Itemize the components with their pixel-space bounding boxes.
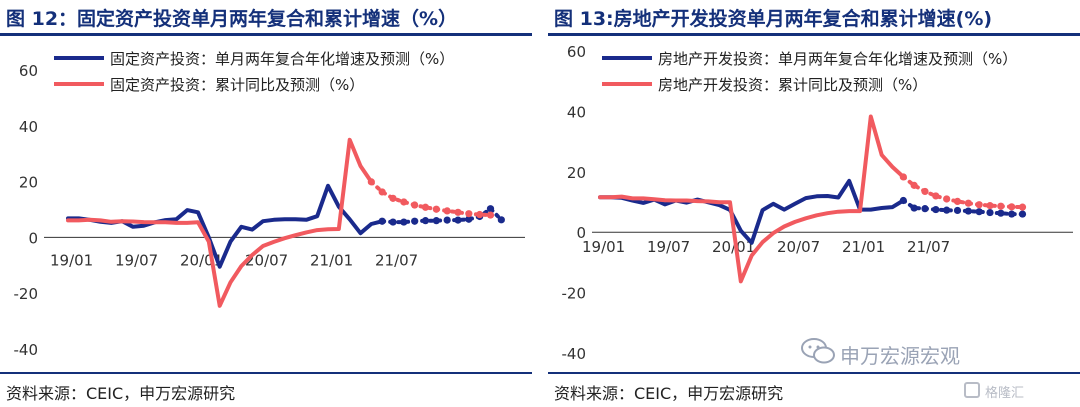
chart-panel-fixed-asset: 图 12：固定资产投资单月两年复合和累计增速（%） -40 -20 0 20 40 60 1… [0,0,532,407]
chart-title: 图 13:房地产开发投资单月两年复合和累计增速(%) [554,8,993,30]
forecast-point [899,196,907,205]
forecast-point [454,208,462,216]
y-tick-label: 40 [19,118,38,136]
forecast-point [454,216,462,224]
forecast-point [465,215,473,223]
legend-label: 固定资产投资：累计同比及预测（%） [110,76,364,94]
y-tick-label: -40 [562,345,587,363]
forecast-point [997,202,1005,210]
forecast-point [378,217,386,225]
x-tick-label: 21/01 [842,238,885,256]
legend-label: 固定资产投资：单月两年复合年化增速及预测（%） [110,50,454,68]
forecast-point [1008,210,1016,218]
forecast-point [953,197,962,205]
forecast-point [389,194,397,202]
source-note: 资料来源：CEIC，申万宏源研究 [6,384,236,403]
x-tick-label: 20/07 [245,251,288,269]
y-tick-label: 40 [567,103,586,121]
forecast-point [443,207,451,215]
y-tick-label: -40 [14,341,39,359]
source-bar: 资料来源：CEIC，申万宏源研究 [548,372,1080,407]
forecast-point [997,209,1005,217]
forecast-point [1008,203,1016,211]
legend-label: 房地产开发投资：累计同比及预测（%） [658,76,927,94]
series-line-actual [598,114,906,284]
y-tick-label: 60 [567,43,586,61]
forecast-point [465,210,473,218]
forecast-point [910,181,918,189]
wechat-icon [801,338,835,364]
corner-logo-text: 格隆汇 [985,386,1025,401]
forecast-point [411,201,419,209]
y-tick-label: 20 [19,174,38,192]
forecast-point [943,206,951,214]
x-tick-label: 20/07 [777,238,820,256]
forecast-point [975,208,983,216]
forecast-point [964,199,972,207]
y-tick-label: 0 [576,224,586,242]
source-note: 资料来源：CEIC，申万宏源研究 [554,384,784,403]
forecast-point [910,204,918,212]
y-tick-label: -20 [562,285,587,303]
source-bar: 资料来源：CEIC，申万宏源研究 [0,372,532,407]
series-line-actual [66,137,374,308]
real-estate-chart: -40 -20 0 20 40 60 19/01 19/07 20/01 20/07 21/01 21… [562,43,1073,363]
x-tick-label: 21/01 [310,251,353,269]
y-tick-label: 20 [567,164,586,182]
chart-panel-real-estate: 图 13:房地产开发投资单月两年复合和累计增速(%) -40 -20 0 20 40 60… [548,0,1080,407]
gelonghui-logo-icon [964,382,980,398]
forecast-point [921,187,929,196]
forecast-point [421,203,430,211]
forecast-point [899,173,907,181]
y-tick-label: -20 [14,285,39,303]
forecast-point [497,216,505,224]
x-tick-label: 19/07 [647,238,690,256]
forecast-point [411,217,419,225]
x-tick-label: 20/01 [712,238,755,256]
forecast-point [921,205,929,213]
forecast-point [432,205,440,213]
forecast-point [1018,203,1027,211]
forecast-point [476,210,484,219]
series-line-forecast [901,174,1025,210]
forecast-point [932,192,940,200]
forecast-point [486,211,495,219]
forecast-point [986,208,994,217]
forecast-point [367,178,375,186]
watermark-text: 申万宏源宏观 [840,344,960,368]
y-tick-label: 60 [19,62,38,80]
legend-label: 房地产开发投资：单月两年复合年化增速及预测（%） [658,50,1017,68]
x-tick-label: 19/01 [50,251,93,269]
x-tick-label: 19/07 [115,251,158,269]
y-tick-label: 0 [28,229,38,247]
forecast-point [975,201,983,209]
x-tick-label: 19/01 [582,238,625,256]
title-bar: 图 13:房地产开发投资单月两年复合和累计增速(%) [548,0,1080,36]
x-tick-label: 21/07 [907,238,950,256]
forecast-point [421,217,430,225]
forecast-point [378,188,386,196]
forecast-point [1018,210,1027,218]
chart-title: 图 12：固定资产投资单月两年复合和累计增速（%） [6,8,458,30]
forecast-point [964,207,972,215]
forecast-point [400,198,408,206]
forecast-point [953,206,962,215]
title-bar: 图 12：固定资产投资单月两年复合和累计增速（%） [0,0,532,36]
forecast-point [400,218,408,226]
forecast-point [432,217,440,225]
forecast-point [943,195,951,203]
x-tick-label: 21/07 [375,251,418,269]
forecast-point [932,205,940,214]
forecast-point [986,202,994,210]
forecast-point [486,205,495,213]
forecast-point [389,218,397,226]
series-line-forecast [369,179,493,218]
forecast-point [443,216,451,224]
